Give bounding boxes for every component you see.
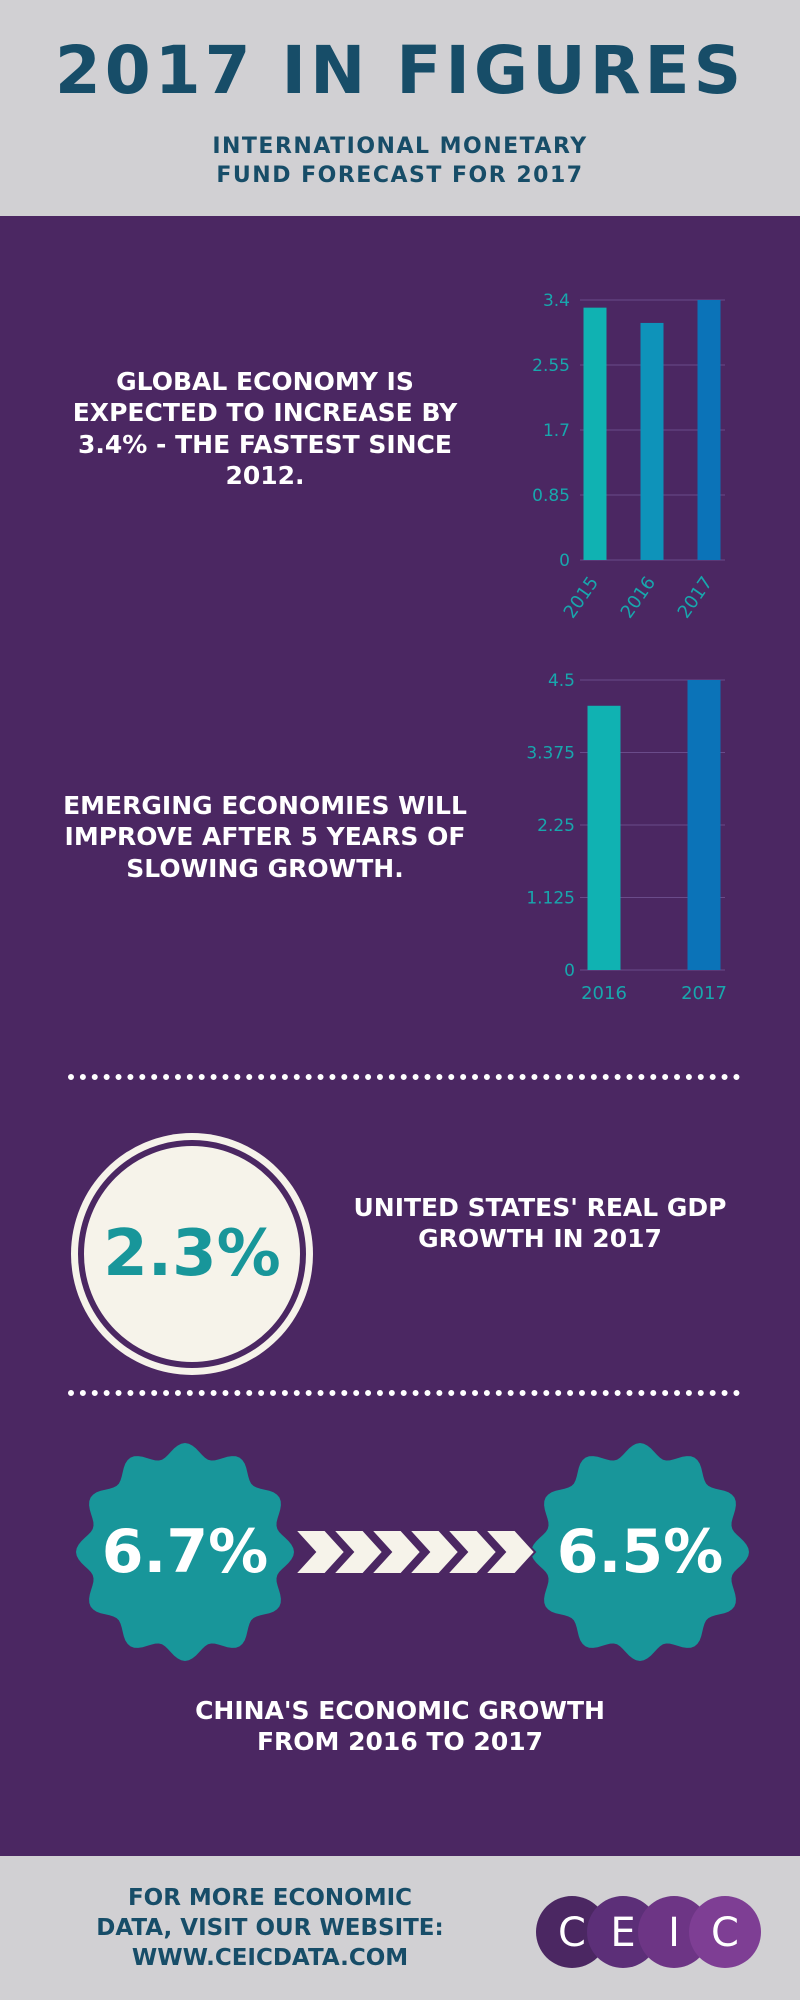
china-2016-value: 6.7% — [101, 1517, 269, 1587]
dotted-divider — [68, 1074, 740, 1080]
global-economy-statement: GLOBAL ECONOMY IS EXPECTED TO INCREASE B… — [50, 366, 480, 491]
china-2017-value: 6.5% — [556, 1517, 724, 1587]
statement-line: GLOBAL ECONOMY IS — [116, 367, 414, 396]
x-tick-label: 2017 — [674, 573, 717, 620]
statement-line: EXPECTED TO INCREASE BY — [72, 398, 458, 428]
bar — [687, 680, 721, 970]
chevron-arrow-icon — [482, 1529, 537, 1575]
y-tick-label: 4.5 — [548, 671, 575, 691]
us-growth-circle — [78, 1140, 306, 1368]
footer-link[interactable]: WWW.CEICDATA.COM — [131, 1944, 409, 1971]
y-tick-label: 0 — [564, 961, 575, 981]
subtitle-line: FUND FORECAST FOR 2017 — [216, 162, 584, 188]
x-tick-label: 2016 — [617, 573, 660, 620]
logo-letter: E — [610, 1910, 635, 1956]
logo-circle — [587, 1896, 659, 1968]
logo-letter: C — [711, 1910, 739, 1956]
us-growth-statement: UNITED STATES' REAL GDP GROWTH IN 2017 — [340, 1192, 740, 1255]
subtitle-line: INTERNATIONAL MONETARY — [212, 134, 588, 159]
logo-letter: C — [558, 1910, 586, 1956]
statement-line: UNITED STATES' REAL GDP — [353, 1193, 727, 1222]
logo-circle — [536, 1896, 608, 1968]
chevron-arrow-icon — [330, 1529, 385, 1575]
chevron-arrow-icon — [368, 1529, 423, 1575]
seal-badge-2017 — [531, 1443, 749, 1661]
logo-letter: I — [668, 1910, 680, 1956]
x-tick-label: 2016 — [581, 983, 627, 1004]
bar — [583, 307, 607, 560]
global-growth-bar-chart: 0 0.85 1.7 2.55 3.4 2015 2016 2017 — [532, 291, 725, 620]
page-subtitle: INTERNATIONAL MONETARY FUND FORECAST FOR… — [0, 133, 800, 190]
bar — [697, 300, 721, 560]
dotted-divider — [68, 1390, 740, 1396]
statement-line: EMERGING ECONOMIES WILL — [63, 791, 467, 820]
statement-line: GROWTH IN 2017 — [418, 1224, 662, 1254]
statement-line: 2012. — [225, 460, 305, 490]
statement-line: CHINA'S ECONOMIC GROWTH — [195, 1696, 605, 1725]
seal-shape — [76, 1443, 294, 1661]
y-tick-label: 3.4 — [543, 291, 570, 311]
y-tick-label: 2.55 — [532, 356, 570, 376]
us-growth-value: 2.3% — [103, 1217, 281, 1291]
seal-badge-2016 — [76, 1443, 294, 1661]
chevron-arrow-icon — [444, 1529, 499, 1575]
y-tick-label: 0 — [559, 551, 570, 571]
logo-circle — [689, 1896, 761, 1968]
y-tick-label: 0.85 — [532, 486, 570, 506]
emerging-economies-statement: EMERGING ECONOMIES WILL IMPROVE AFTER 5 … — [50, 790, 480, 884]
logo-circle — [638, 1896, 710, 1968]
china-growth-statement: CHINA'S ECONOMIC GROWTH FROM 2016 TO 201… — [160, 1695, 640, 1758]
statement-line: SLOWING GROWTH. — [126, 853, 404, 883]
header-banner: 2017 IN FIGURES INTERNATIONAL MONETARY F… — [0, 0, 800, 216]
footer-line: DATA, VISIT OUR WEBSITE: — [96, 1914, 444, 1941]
footer-website-text: FOR MORE ECONOMIC DATA, VISIT OUR WEBSIT… — [60, 1884, 480, 1974]
chevron-arrow-icon — [406, 1529, 461, 1575]
statement-line: FROM 2016 TO 2017 — [256, 1727, 544, 1757]
statement-line: IMPROVE AFTER 5 YEARS OF — [64, 822, 466, 852]
chevron-arrows-icon — [292, 1529, 537, 1575]
china-growth-graphic — [76, 1443, 749, 1661]
seal-shape — [531, 1443, 749, 1661]
y-tick-label: 1.125 — [526, 889, 575, 909]
x-tick-label: 2015 — [560, 573, 603, 620]
bar — [640, 322, 664, 560]
y-tick-label: 1.7 — [543, 421, 570, 441]
footer-line: FOR MORE ECONOMIC — [127, 1885, 413, 1911]
page-title: 2017 IN FIGURES — [54, 32, 746, 109]
y-tick-label: 2.25 — [537, 816, 575, 836]
x-tick-label: 2017 — [681, 983, 727, 1004]
y-tick-label: 3.375 — [526, 744, 575, 764]
emerging-growth-bar-chart: 0 1.125 2.25 3.375 4.5 2016 2017 — [526, 671, 727, 1004]
statement-line: 3.4% - THE FASTEST SINCE — [78, 429, 452, 459]
chevron-arrow-icon — [292, 1529, 347, 1575]
bar — [587, 705, 621, 970]
